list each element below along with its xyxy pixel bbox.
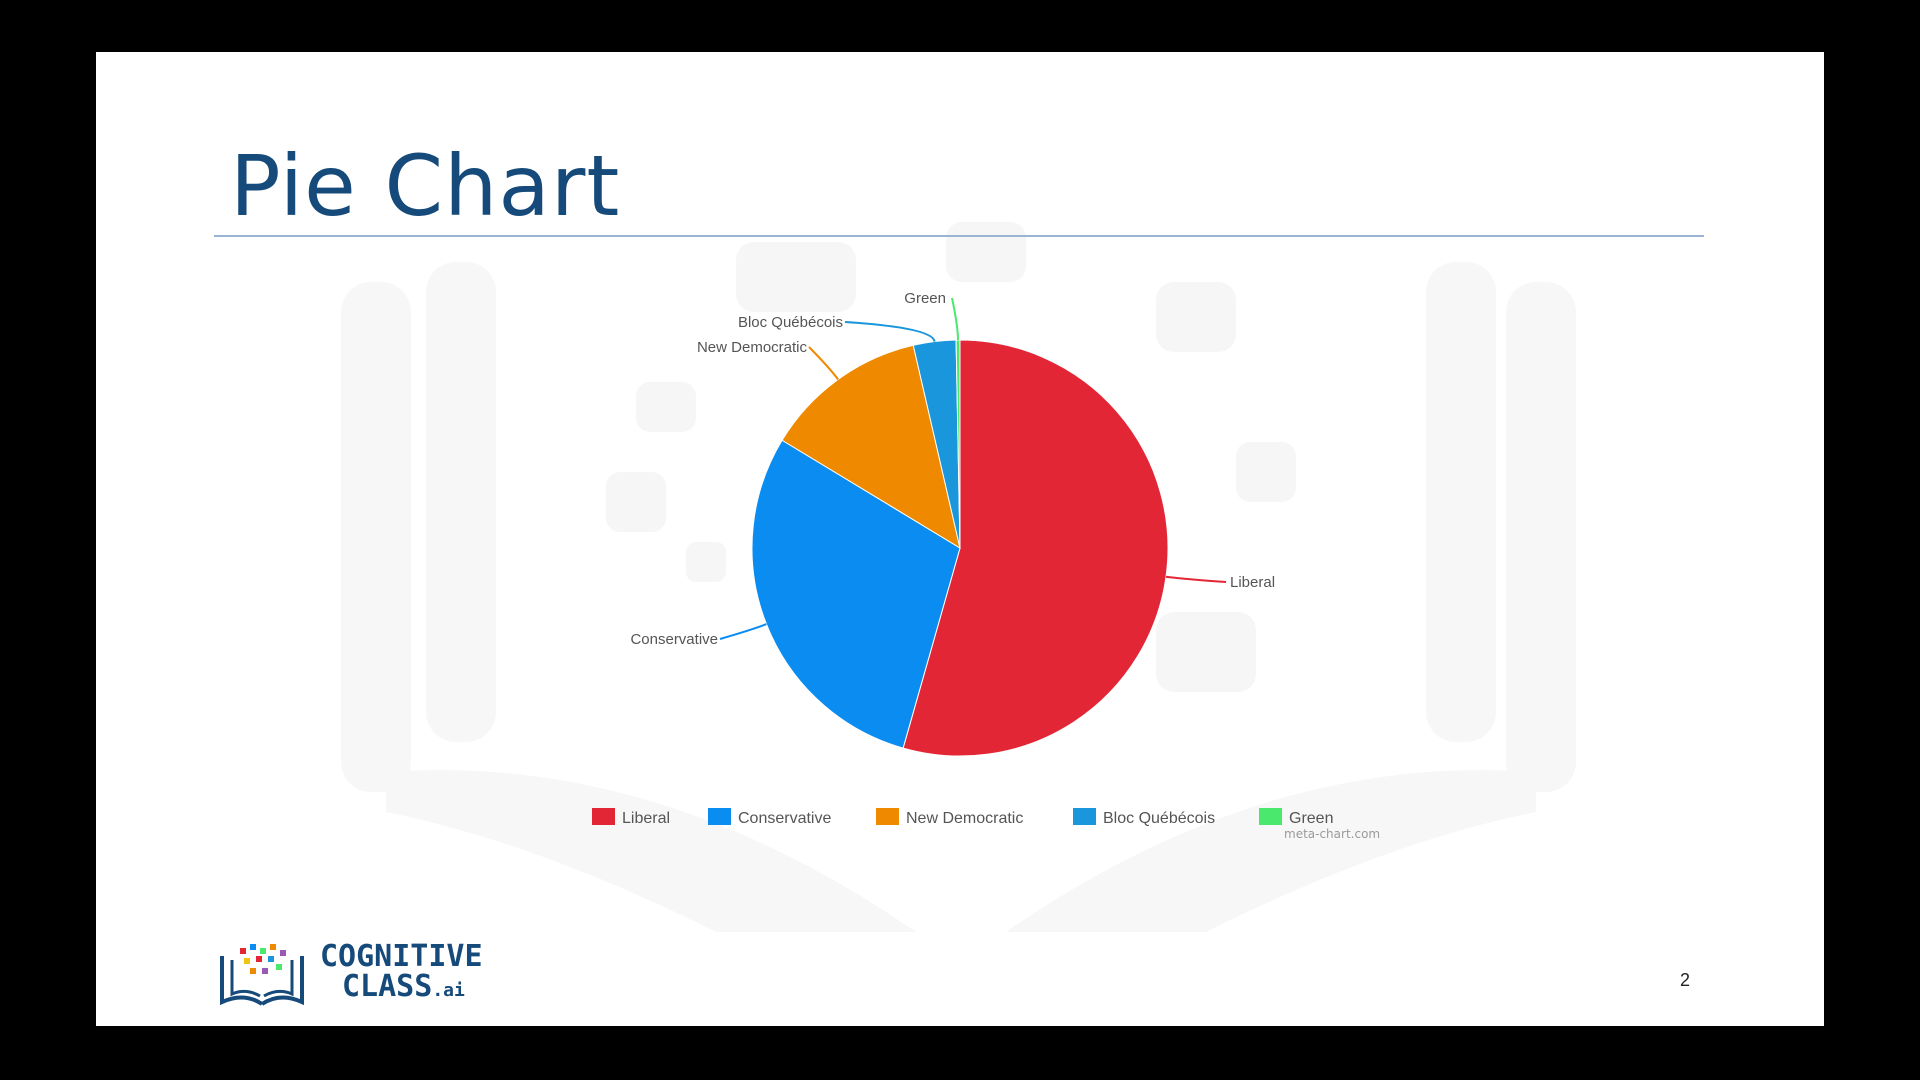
leader-line-liberal [1165, 575, 1227, 583]
legend-swatch-new-democratic [876, 808, 899, 825]
pie-slice-new-democratic [781, 344, 961, 550]
legend-swatch-conservative [708, 808, 731, 825]
legend-label-conservative: Conservative [738, 810, 831, 827]
logo-ai-suffix: .ai [432, 980, 465, 1001]
slice-label-new-democratic: New Democratic [697, 339, 808, 356]
leader-line-conservative [719, 623, 767, 640]
leader-line-bloc-quebecois [844, 321, 936, 342]
book-watermark [341, 222, 1576, 932]
legend-swatch-green [1259, 808, 1282, 825]
leader-line-new-democratic [808, 346, 839, 381]
slide: Pie Chart Liberal Conservative New Democra… [96, 52, 1824, 1026]
pie-chart: Liberal Conservative New Democratic Bloc Qu… [592, 290, 1333, 827]
slice-label-conservative: Conservative [630, 631, 718, 648]
book-logo-icon [220, 944, 304, 1006]
slide-title: Pie Chart [230, 137, 621, 235]
legend-swatch-bloc-quebecois [1073, 808, 1096, 825]
page-number: 2 [1680, 970, 1691, 990]
legend-label-new-democratic: New Democratic [906, 810, 1023, 827]
title-divider [214, 235, 1704, 237]
logo-class-word: CLASS [342, 969, 433, 1004]
slice-label-bloc-quebecois: Bloc Québécois [738, 314, 843, 331]
leader-line-green [951, 297, 960, 341]
chart-credit: meta-chart.com [1284, 827, 1381, 841]
legend-swatch-liberal [592, 808, 615, 825]
legend-label-liberal: Liberal [622, 810, 670, 827]
slice-label-green: Green [904, 290, 946, 307]
pie-slice-conservative [751, 439, 961, 749]
cognitive-class-logo: COGNITIVE CLASS.ai [216, 942, 496, 1008]
logo-text-cognitive: COGNITIVE [320, 939, 483, 974]
legend-label-green: Green [1289, 810, 1333, 827]
legend-label-bloc-quebecois: Bloc Québécois [1103, 810, 1215, 827]
logo-text-class: CLASS.ai [342, 972, 465, 1002]
slice-label-liberal: Liberal [1230, 574, 1275, 591]
